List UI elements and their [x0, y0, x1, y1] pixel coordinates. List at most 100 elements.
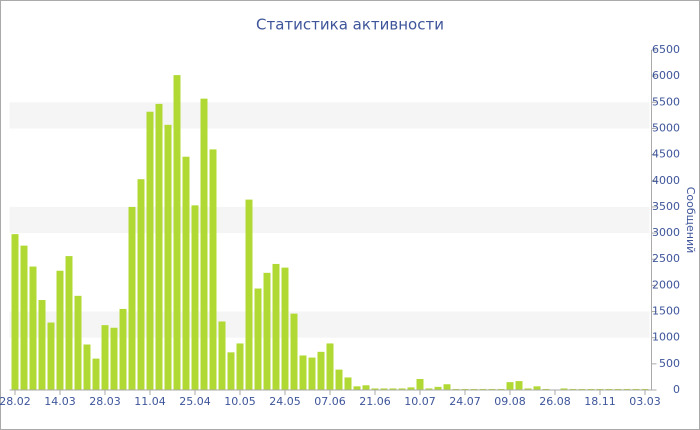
x-tick-label: 21.06 [359, 395, 391, 408]
bar [65, 256, 73, 390]
x-tick-label: 03.03 [629, 395, 661, 408]
bar [263, 272, 271, 390]
y-tick-label: 0 [673, 383, 680, 396]
bar [353, 386, 361, 390]
y-tick-label: 5000 [652, 121, 680, 134]
x-tick-label: 18.11 [584, 395, 616, 408]
bar [29, 266, 37, 390]
x-tick-label: 26.08 [539, 395, 571, 408]
bar [443, 384, 451, 390]
y-tick-label: 2000 [652, 278, 680, 291]
grid-band [9, 50, 650, 77]
bar [533, 386, 541, 390]
bar [317, 351, 325, 390]
bar [479, 388, 487, 390]
x-tick-label: 11.04 [134, 395, 166, 408]
bar [641, 388, 649, 390]
bar [506, 382, 514, 390]
bar [560, 388, 568, 390]
grid-band [9, 206, 650, 234]
bar [326, 343, 334, 390]
bar [200, 98, 208, 391]
bar [461, 388, 469, 390]
y-tick-label: 500 [659, 357, 680, 370]
bar [209, 149, 217, 390]
bar [371, 388, 379, 390]
bar [578, 388, 586, 390]
bar [623, 388, 631, 390]
y-axis-label: Сообщений [684, 187, 697, 254]
y-tick-label: 4500 [652, 148, 680, 161]
bar [92, 358, 100, 390]
bar [182, 156, 190, 390]
grid-band [9, 259, 650, 286]
x-tick-label: 28.02 [0, 395, 31, 408]
bar [380, 388, 388, 390]
y-tick-label: 2500 [652, 252, 680, 265]
y-tick-label: 1000 [652, 331, 680, 344]
y-tick-label: 6500 [652, 43, 680, 56]
x-tick-label: 07.06 [314, 395, 346, 408]
grid-band [9, 102, 650, 129]
bar [407, 387, 415, 390]
bar [218, 321, 226, 390]
bar [452, 388, 460, 390]
bar [11, 234, 19, 390]
x-tick-label: 14.03 [44, 395, 76, 408]
bar [101, 325, 109, 390]
bar [632, 388, 640, 390]
bar [281, 267, 289, 390]
bar [245, 199, 253, 390]
bar [434, 386, 442, 390]
x-tick-label: 24.05 [269, 395, 301, 408]
bar [605, 388, 613, 390]
y-tick-label: 5500 [652, 95, 680, 108]
bar [335, 369, 343, 390]
bar [83, 344, 91, 390]
bar [416, 379, 424, 390]
y-tick-label: 4000 [652, 174, 680, 187]
bar [614, 388, 622, 390]
bar [173, 75, 181, 390]
bar [155, 103, 163, 390]
bar [488, 388, 496, 390]
bar [308, 357, 316, 390]
bar [74, 295, 82, 390]
bar [524, 388, 532, 390]
grid-band [9, 154, 650, 181]
chart-title: Статистика активности [256, 16, 444, 34]
bar [47, 322, 55, 390]
bar [425, 388, 433, 390]
bar [227, 352, 235, 390]
x-tick-label: 25.04 [179, 395, 211, 408]
bar [290, 313, 298, 390]
bar [110, 327, 118, 390]
bar [254, 288, 262, 390]
bar [299, 355, 307, 390]
bar [272, 263, 280, 390]
bar [389, 388, 397, 390]
bar [542, 388, 550, 390]
bar [470, 388, 478, 390]
x-tick-label: 28.03 [89, 395, 121, 408]
bar [56, 270, 64, 390]
bar [128, 206, 136, 390]
x-tick-label: 24.07 [449, 395, 481, 408]
bar [587, 388, 595, 390]
bar [362, 385, 370, 390]
bar [164, 124, 172, 391]
y-tick-label: 3000 [652, 226, 680, 239]
bar [38, 300, 46, 390]
bar [569, 388, 577, 390]
bar [137, 179, 145, 390]
y-tick-label: 1500 [652, 305, 680, 318]
bar [191, 205, 199, 390]
bar [596, 388, 604, 390]
bar [119, 308, 127, 390]
bar [146, 111, 154, 390]
bar [236, 343, 244, 390]
y-tick-label: 3500 [652, 200, 680, 213]
bar [344, 377, 352, 390]
